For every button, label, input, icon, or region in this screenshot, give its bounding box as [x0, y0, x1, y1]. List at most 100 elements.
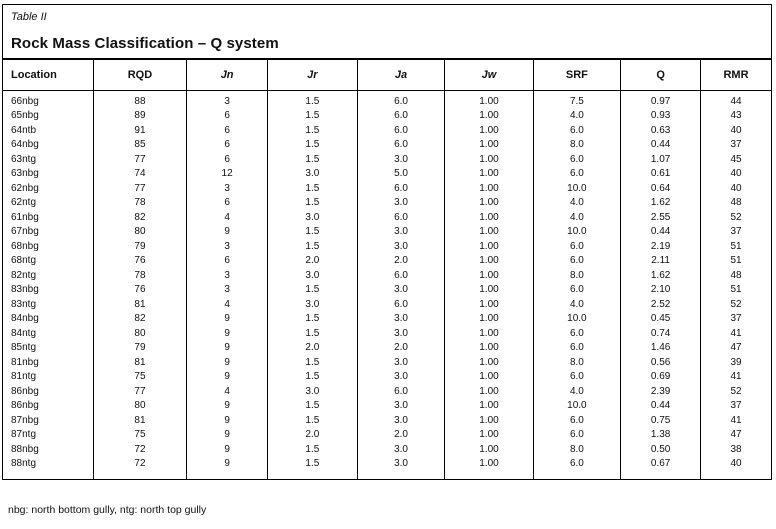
table-cell: 6.0 [569, 414, 584, 426]
table-cell: 2.52 [650, 298, 671, 310]
table-cell: 79 [134, 342, 146, 354]
table-cell: 40 [730, 182, 742, 194]
table-cell: 3.0 [394, 356, 408, 368]
table-cell: 1.38 [650, 429, 671, 441]
table-cell: 1.5 [305, 197, 320, 209]
table-cell: 3.0 [394, 313, 408, 325]
table-cell: 64nbg [11, 139, 39, 151]
table-cell: 1.46 [650, 342, 671, 354]
table-cell: 1.62 [650, 269, 671, 281]
table-cell: 3.0 [394, 284, 408, 296]
table-cell: 79 [134, 240, 146, 252]
table-cell: 80 [134, 226, 146, 238]
table-cell: 78 [134, 197, 146, 209]
table-cell: 83ntg [11, 298, 37, 310]
table-cell: 63ntg [11, 153, 37, 165]
table-cell: 38 [730, 443, 742, 455]
table-cell: 2.55 [650, 211, 671, 223]
table-cell: 91 [134, 124, 146, 136]
table-cell: 86nbg [11, 400, 39, 412]
table-cell: 4.0 [569, 298, 584, 310]
table-cell: 9 [224, 342, 230, 354]
table-cell: 3.0 [394, 458, 408, 470]
table-cell: 0.45 [650, 313, 671, 325]
table-cell: 51 [730, 255, 742, 267]
table-cell: 63nbg [11, 168, 39, 180]
table-cell: 52 [730, 298, 742, 310]
table-cell: 85ntg [11, 342, 37, 354]
table-cell: 40 [730, 168, 742, 180]
table-cell: 85 [134, 139, 146, 151]
table-cell: 1.5 [305, 371, 320, 383]
table-cell: 5.0 [394, 168, 408, 180]
table-cell: 2.11 [651, 255, 670, 267]
table-cell: 6 [224, 153, 230, 165]
table-cell: 0.75 [650, 414, 671, 426]
column-header-jn: Jn [187, 60, 268, 90]
table-cell: 87ntg [11, 429, 37, 441]
table-cell: 3.0 [305, 385, 320, 397]
table-cell: 2.39 [650, 385, 671, 397]
table-cell: 66nbg [11, 95, 39, 107]
table-cell: 9 [224, 429, 230, 441]
table-cell: 1.00 [479, 443, 499, 455]
table-cell: 1.00 [479, 298, 499, 310]
table-cell: 41 [730, 371, 742, 383]
table-cell: 88nbg [11, 443, 39, 455]
table-column-jn: 3 6 6 6 6 12 3 6 4 9 3 6 3 3 4 9 9 9 9 9 4 9 9 9 9 9 [187, 91, 268, 479]
table-cell: 84ntg [11, 327, 37, 339]
table-cell: 3.0 [394, 327, 408, 339]
table-title: Rock Mass Classification – Q system [11, 35, 279, 52]
table-cell: 1.00 [479, 385, 499, 397]
table-cell: 72 [134, 443, 146, 455]
table-cell: 52 [730, 211, 742, 223]
table-cell: 6.0 [569, 371, 584, 383]
table-cell: 74 [134, 168, 146, 180]
table-cell: 41 [730, 414, 742, 426]
table-cell: 1.5 [305, 284, 320, 296]
table-cell: 9 [224, 356, 230, 368]
table-cell: 1.00 [479, 429, 499, 441]
table-column-jr: 1.5 1.5 1.5 1.5 1.5 3.0 1.5 1.5 3.0 1.5 1.5 2.0 3.0 1… [268, 91, 358, 479]
table-cell: 1.5 [305, 356, 320, 368]
table-cell: 2.0 [305, 255, 320, 267]
table-cell: 9 [224, 313, 230, 325]
column-header-rqd: RQD [94, 60, 188, 90]
table-cell: 4.0 [569, 197, 584, 209]
table-cell: 37 [730, 226, 742, 238]
table-cell: 40 [730, 124, 742, 136]
table-cell: 9 [224, 414, 230, 426]
table-cell: 1.00 [479, 400, 499, 412]
table-cell: 82 [134, 313, 146, 325]
table-cell: 1.00 [479, 284, 499, 296]
table-cell: 0.64 [650, 182, 671, 194]
table-cell: 6.0 [394, 139, 408, 151]
table-cell: 44 [730, 95, 742, 107]
table-cell: 1.00 [479, 139, 499, 151]
table-cell: 1.5 [305, 95, 320, 107]
table-cell: 0.63 [650, 124, 671, 136]
table-cell: 10.0 [567, 182, 587, 194]
column-header-jw: Jw [445, 60, 534, 90]
table-cell: 84nbg [11, 313, 39, 325]
table-cell: 9 [224, 458, 230, 470]
table-cell: 4 [224, 211, 230, 223]
table-cell: 41 [730, 327, 742, 339]
table-cell: 1.00 [479, 240, 499, 252]
table-cell: 1.07 [650, 153, 671, 165]
table-cell: 3.0 [394, 400, 408, 412]
table-cell: 43 [730, 110, 742, 122]
table-cell: 6 [224, 124, 230, 136]
table-cell: 6.0 [569, 458, 584, 470]
table-cell: 48 [730, 197, 742, 209]
table-cell: 80 [134, 400, 146, 412]
table-cell: 81 [134, 298, 146, 310]
table-cell: 75 [134, 429, 146, 441]
table-cell: 6.0 [394, 182, 408, 194]
table-cell: 9 [224, 400, 230, 412]
table-cell: 77 [134, 182, 146, 194]
table-cell: 6.0 [569, 429, 584, 441]
table-cell: 1.00 [479, 153, 499, 165]
table-cell: 88ntg [11, 458, 37, 470]
table-cell: 6 [224, 110, 230, 122]
